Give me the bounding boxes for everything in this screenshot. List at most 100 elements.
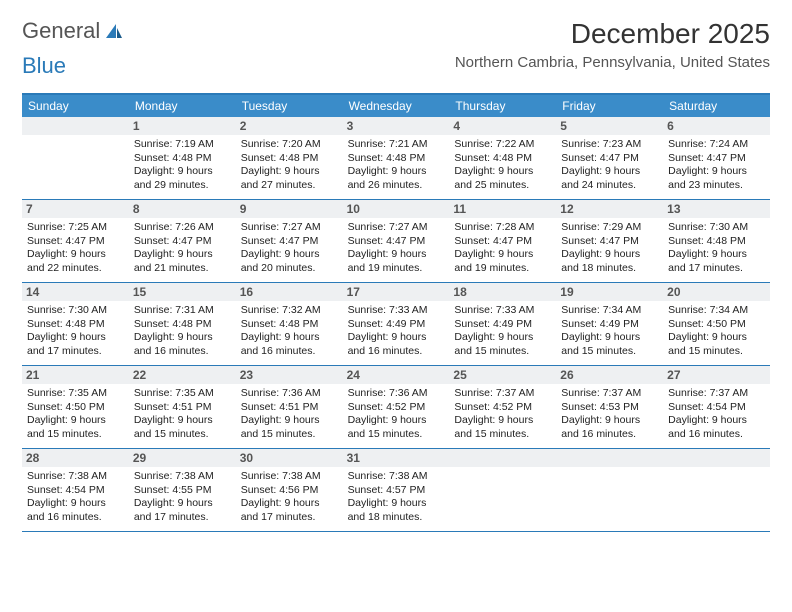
day-cell: 7Sunrise: 7:25 AMSunset: 4:47 PMDaylight… [22, 200, 129, 282]
day-detail: Sunrise: 7:37 AMSunset: 4:52 PMDaylight:… [454, 387, 551, 442]
day-number: 9 [236, 200, 343, 218]
weekday-label: Wednesday [343, 95, 450, 117]
day-detail: Sunrise: 7:34 AMSunset: 4:50 PMDaylight:… [668, 304, 765, 359]
day-cell: 20Sunrise: 7:34 AMSunset: 4:50 PMDayligh… [663, 283, 770, 365]
day-cell: 2 Sunrise: 7:20 AMSunset: 4:48 PMDaylight… [236, 117, 343, 199]
day-detail: Sunrise: 7:27 AMSunset: 4:47 PMDaylight:… [241, 221, 338, 276]
day-number: 19 [556, 283, 663, 301]
day-detail: Sunrise: 7:36 AMSunset: 4:52 PMDaylight:… [348, 387, 445, 442]
week-row: 28 Sunrise: 7:38 AMSunset: 4:54 PMDayligh… [22, 449, 770, 532]
day-number: 3 [343, 117, 450, 135]
day-cell: 9 Sunrise: 7:27 AMSunset: 4:47 PMDaylight… [236, 200, 343, 282]
day-cell: 22 Sunrise: 7:35 AMSunset: 4:51 PMDayligh… [129, 366, 236, 448]
day-number: 21 [22, 366, 129, 384]
weekday-label: Thursday [449, 95, 556, 117]
day-detail: Sunrise: 7:38 AMSunset: 4:55 PMDaylight:… [134, 470, 231, 525]
day-cell: 27 Sunrise: 7:37 AMSunset: 4:54 PMDayligh… [663, 366, 770, 448]
day-detail: Sunrise: 7:37 AMSunset: 4:54 PMDaylight:… [668, 387, 765, 442]
day-detail: Sunrise: 7:35 AMSunset: 4:50 PMDaylight:… [27, 387, 124, 442]
day-number: 5 [556, 117, 663, 135]
day-number: 18 [449, 283, 556, 301]
day-cell: 24 Sunrise: 7:36 AMSunset: 4:52 PMDayligh… [343, 366, 450, 448]
day-detail: Sunrise: 7:38 AMSunset: 4:54 PMDaylight:… [27, 470, 124, 525]
day-cell: 29 Sunrise: 7:38 AMSunset: 4:55 PMDayligh… [129, 449, 236, 531]
day-number: 27 [663, 366, 770, 384]
day-number [22, 117, 129, 135]
logo-sail-icon [104, 22, 124, 40]
day-cell: 4 Sunrise: 7:22 AMSunset: 4:48 PMDaylight… [449, 117, 556, 199]
weekday-label: Saturday [663, 95, 770, 117]
day-detail: Sunrise: 7:21 AMSunset: 4:48 PMDaylight:… [348, 138, 445, 193]
day-number: 28 [22, 449, 129, 467]
day-cell: 15 Sunrise: 7:31 AMSunset: 4:48 PMDayligh… [129, 283, 236, 365]
logo-text-general: General [22, 18, 100, 44]
day-number: 25 [449, 366, 556, 384]
day-cell: 5 Sunrise: 7:23 AMSunset: 4:47 PMDaylight… [556, 117, 663, 199]
day-number: 13 [663, 200, 770, 218]
day-number: 26 [556, 366, 663, 384]
day-number [556, 449, 663, 467]
day-number: 4 [449, 117, 556, 135]
day-cell: 8 Sunrise: 7:26 AMSunset: 4:47 PMDaylight… [129, 200, 236, 282]
day-cell: 18Sunrise: 7:33 AMSunset: 4:49 PMDayligh… [449, 283, 556, 365]
day-detail: Sunrise: 7:38 AMSunset: 4:57 PMDaylight:… [348, 470, 445, 525]
weekday-label: Monday [129, 95, 236, 117]
day-number: 16 [236, 283, 343, 301]
weekday-label: Sunday [22, 95, 129, 117]
day-cell: 17 Sunrise: 7:33 AMSunset: 4:49 PMDayligh… [343, 283, 450, 365]
day-cell: 28 Sunrise: 7:38 AMSunset: 4:54 PMDayligh… [22, 449, 129, 531]
day-detail: Sunrise: 7:22 AMSunset: 4:48 PMDaylight:… [454, 138, 551, 193]
day-cell: 30Sunrise: 7:38 AMSunset: 4:56 PMDayligh… [236, 449, 343, 531]
day-cell: 3 Sunrise: 7:21 AMSunset: 4:48 PMDaylight… [343, 117, 450, 199]
day-number: 6 [663, 117, 770, 135]
day-number: 2 [236, 117, 343, 135]
day-number: 7 [22, 200, 129, 218]
day-number: 15 [129, 283, 236, 301]
day-cell: 25 Sunrise: 7:37 AMSunset: 4:52 PMDayligh… [449, 366, 556, 448]
day-cell [663, 449, 770, 531]
day-cell: 13 Sunrise: 7:30 AMSunset: 4:48 PMDayligh… [663, 200, 770, 282]
day-detail: Sunrise: 7:35 AMSunset: 4:51 PMDaylight:… [134, 387, 231, 442]
day-cell [22, 117, 129, 199]
day-detail: Sunrise: 7:20 AMSunset: 4:48 PMDaylight:… [241, 138, 338, 193]
day-number: 31 [343, 449, 450, 467]
week-row: 7Sunrise: 7:25 AMSunset: 4:47 PMDaylight… [22, 200, 770, 283]
day-number: 23 [236, 366, 343, 384]
day-detail: Sunrise: 7:24 AMSunset: 4:47 PMDaylight:… [668, 138, 765, 193]
day-detail: Sunrise: 7:37 AMSunset: 4:53 PMDaylight:… [561, 387, 658, 442]
day-cell: 11Sunrise: 7:28 AMSunset: 4:47 PMDayligh… [449, 200, 556, 282]
day-cell [449, 449, 556, 531]
day-number: 8 [129, 200, 236, 218]
day-number: 11 [449, 200, 556, 218]
day-number: 29 [129, 449, 236, 467]
day-detail: Sunrise: 7:19 AMSunset: 4:48 PMDaylight:… [134, 138, 231, 193]
weeks-container: 1Sunrise: 7:19 AMSunset: 4:48 PMDaylight… [22, 117, 770, 532]
day-number: 17 [343, 283, 450, 301]
day-detail: Sunrise: 7:27 AMSunset: 4:47 PMDaylight:… [348, 221, 445, 276]
day-number [663, 449, 770, 467]
day-detail: Sunrise: 7:38 AMSunset: 4:56 PMDaylight:… [241, 470, 338, 525]
day-detail: Sunrise: 7:33 AMSunset: 4:49 PMDaylight:… [348, 304, 445, 359]
weekday-header: SundayMondayTuesdayWednesdayThursdayFrid… [22, 95, 770, 117]
day-detail: Sunrise: 7:23 AMSunset: 4:47 PMDaylight:… [561, 138, 658, 193]
day-cell: 6 Sunrise: 7:24 AMSunset: 4:47 PMDaylight… [663, 117, 770, 199]
day-detail: Sunrise: 7:32 AMSunset: 4:48 PMDaylight:… [241, 304, 338, 359]
location: Northern Cambria, Pennsylvania, United S… [455, 54, 770, 71]
day-cell: 1Sunrise: 7:19 AMSunset: 4:48 PMDaylight… [129, 117, 236, 199]
month-title: December 2025 [455, 18, 770, 50]
week-row: 21 Sunrise: 7:35 AMSunset: 4:50 PMDayligh… [22, 366, 770, 449]
day-detail: Sunrise: 7:31 AMSunset: 4:48 PMDaylight:… [134, 304, 231, 359]
day-detail: Sunrise: 7:30 AMSunset: 4:48 PMDaylight:… [668, 221, 765, 276]
day-cell: 23 Sunrise: 7:36 AMSunset: 4:51 PMDayligh… [236, 366, 343, 448]
day-cell: 31 Sunrise: 7:38 AMSunset: 4:57 PMDayligh… [343, 449, 450, 531]
title-block: December 2025 Northern Cambria, Pennsylv… [455, 18, 770, 71]
day-detail: Sunrise: 7:36 AMSunset: 4:51 PMDaylight:… [241, 387, 338, 442]
week-row: 14Sunrise: 7:30 AMSunset: 4:48 PMDayligh… [22, 283, 770, 366]
calendar: SundayMondayTuesdayWednesdayThursdayFrid… [22, 93, 770, 532]
day-cell: 21 Sunrise: 7:35 AMSunset: 4:50 PMDayligh… [22, 366, 129, 448]
day-number: 24 [343, 366, 450, 384]
day-cell: 16 Sunrise: 7:32 AMSunset: 4:48 PMDayligh… [236, 283, 343, 365]
day-number: 22 [129, 366, 236, 384]
day-detail: Sunrise: 7:26 AMSunset: 4:47 PMDaylight:… [134, 221, 231, 276]
day-detail: Sunrise: 7:30 AMSunset: 4:48 PMDaylight:… [27, 304, 124, 359]
